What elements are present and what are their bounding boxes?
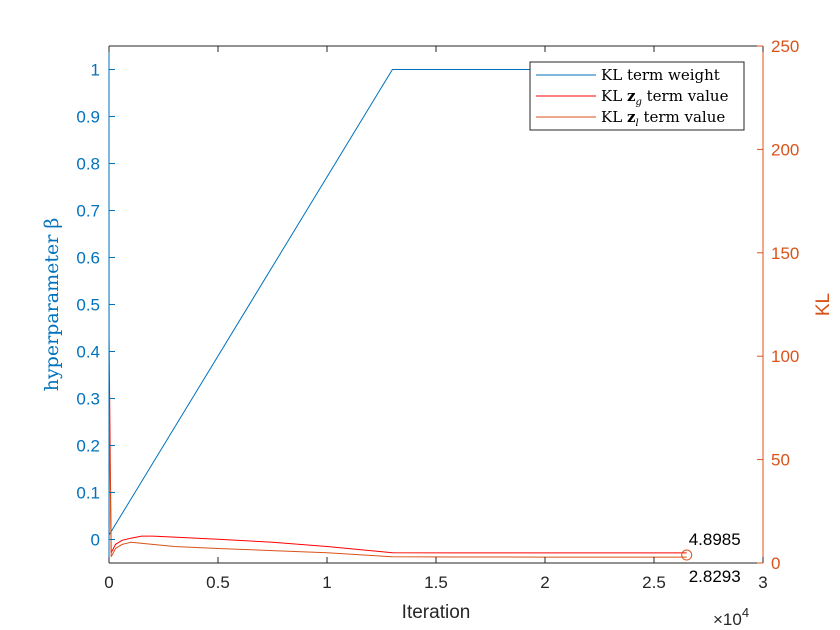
y-left-tick-label: 0.6 <box>76 249 100 268</box>
y-left-tick-label: 0.3 <box>76 390 100 409</box>
y-left-tick-label: 0.4 <box>76 343 100 362</box>
x-tick-label: 1.5 <box>424 573 448 592</box>
y-right-tick-label: 50 <box>771 451 790 470</box>
x-tick-label: 2 <box>540 573 549 592</box>
y-left-axis-label: hyperparameter β <box>41 218 63 392</box>
x-tick-label: 3 <box>758 573 767 592</box>
legend-entry: KL zl term value <box>601 108 725 129</box>
y-right-tick-label: 100 <box>771 347 799 366</box>
y-right-tick-label: 0 <box>771 554 780 573</box>
y-left-tick-label: 0.7 <box>76 202 100 221</box>
y-left-tick-label: 1 <box>91 61 100 80</box>
y-left-tick-label: 0.5 <box>76 296 100 315</box>
y-left-tick-label: 0.9 <box>76 108 100 127</box>
data-tip-label: 4.8985 <box>689 530 741 549</box>
x-axis-label: Iteration <box>402 602 471 623</box>
legend-entry: KL zg term value <box>601 87 729 108</box>
y-left-tick-label: 0.2 <box>76 437 100 456</box>
series-line-1 <box>108 335 687 554</box>
x-exponent-label: ×104 <box>713 605 749 629</box>
legend-entry: KL term weight <box>601 66 720 84</box>
x-tick-label: 0 <box>104 573 113 592</box>
y-right-tick-label: 150 <box>771 244 799 263</box>
y-right-axis-label: KL <box>813 293 834 316</box>
y-left-tick-label: 0 <box>91 531 100 550</box>
end-marker <box>681 549 693 561</box>
x-tick-label: 1 <box>322 573 331 592</box>
y-right-tick-label: 200 <box>771 140 799 159</box>
y-left-tick-label: 0.1 <box>76 484 100 503</box>
x-tick-label: 2.5 <box>642 573 666 592</box>
data-tip-label: 2.8293 <box>689 567 741 586</box>
y-right-tick-label: 250 <box>771 37 799 56</box>
y-left-tick-label: 0.8 <box>76 155 100 174</box>
plot-area <box>109 46 763 563</box>
series-line-2 <box>108 387 687 558</box>
x-tick-label: 0.5 <box>206 573 230 592</box>
